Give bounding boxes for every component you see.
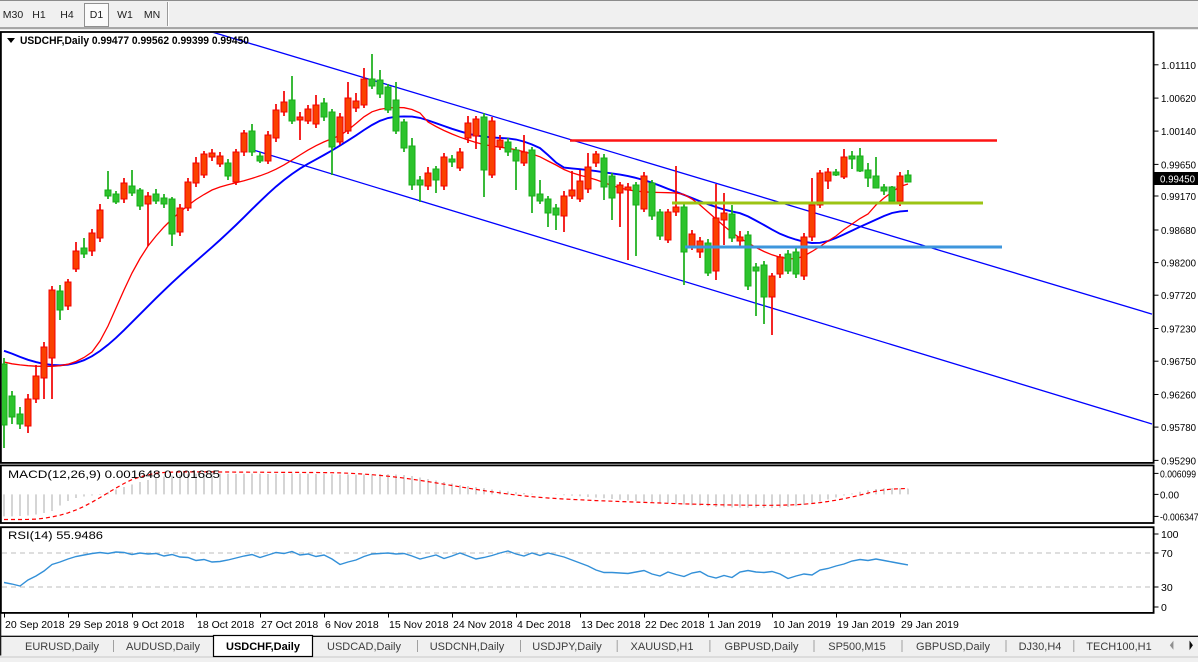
- svg-text:MACD(12,26,9) 0.001648 0.00168: MACD(12,26,9) 0.001648 0.001685: [8, 469, 220, 481]
- svg-text:20 Sep 2018: 20 Sep 2018: [5, 619, 65, 631]
- svg-text:0.98200: 0.98200: [1161, 258, 1196, 270]
- svg-text:0.97720: 0.97720: [1161, 290, 1196, 302]
- svg-text:29 Jan 2019: 29 Jan 2019: [901, 619, 959, 631]
- svg-text:USDCHF,Daily 0.99477 0.99562: USDCHF,Daily 0.99477 0.99562 0.99399 0.9…: [20, 35, 249, 47]
- svg-text:9 Oct 2018: 9 Oct 2018: [133, 619, 185, 631]
- svg-text:GBPUSD,Daily: GBPUSD,Daily: [916, 641, 990, 653]
- svg-text:TECH100,H1: TECH100,H1: [1086, 641, 1151, 653]
- svg-text:30: 30: [1161, 582, 1173, 594]
- svg-text:1 Jan 2019: 1 Jan 2019: [709, 619, 761, 631]
- svg-text:0.95290: 0.95290: [1161, 455, 1196, 467]
- svg-text:10 Jan 2019: 10 Jan 2019: [773, 619, 831, 631]
- svg-text:MN: MN: [144, 9, 160, 21]
- svg-text:USDCHF,Daily: USDCHF,Daily: [226, 641, 301, 653]
- svg-text:XAUUSD,H1: XAUUSD,H1: [631, 641, 694, 653]
- svg-text:0.006099: 0.006099: [1160, 468, 1196, 480]
- svg-text:0.99650: 0.99650: [1161, 159, 1196, 171]
- svg-text:USDCNH,Daily: USDCNH,Daily: [430, 641, 505, 653]
- svg-text:0.99450: 0.99450: [1160, 174, 1195, 186]
- svg-text:H1: H1: [32, 9, 46, 21]
- svg-text:GBPUSD,Daily: GBPUSD,Daily: [725, 641, 799, 653]
- svg-text:13 Dec 2018: 13 Dec 2018: [581, 619, 641, 631]
- svg-text:4 Dec 2018: 4 Dec 2018: [517, 619, 571, 631]
- svg-text:0.98680: 0.98680: [1161, 225, 1196, 237]
- svg-text:0.99170: 0.99170: [1161, 191, 1196, 203]
- svg-text:0: 0: [1161, 602, 1167, 614]
- svg-text:DJ30,H4: DJ30,H4: [1019, 641, 1062, 653]
- svg-text:1.00620: 1.00620: [1161, 93, 1196, 105]
- svg-text:24 Nov 2018: 24 Nov 2018: [453, 619, 513, 631]
- svg-text:0.96260: 0.96260: [1161, 390, 1196, 402]
- svg-text:27 Oct 2018: 27 Oct 2018: [261, 619, 318, 631]
- svg-text:0.95780: 0.95780: [1161, 422, 1196, 434]
- svg-text:M30: M30: [3, 9, 24, 21]
- svg-text:29 Sep 2018: 29 Sep 2018: [69, 619, 129, 631]
- svg-text:15 Nov 2018: 15 Nov 2018: [389, 619, 449, 631]
- svg-text:70: 70: [1161, 548, 1173, 560]
- svg-text:1.00140: 1.00140: [1161, 126, 1196, 138]
- svg-text:D1: D1: [90, 9, 104, 21]
- svg-text:1.01110: 1.01110: [1161, 60, 1196, 72]
- svg-text:W1: W1: [117, 9, 133, 21]
- svg-text:18 Oct 2018: 18 Oct 2018: [197, 619, 254, 631]
- svg-text:EURUSD,Daily: EURUSD,Daily: [25, 641, 99, 653]
- svg-text:0.96750: 0.96750: [1161, 356, 1196, 368]
- svg-text:USDCAD,Daily: USDCAD,Daily: [327, 641, 401, 653]
- svg-text:RSI(14) 55.9486: RSI(14) 55.9486: [8, 530, 103, 542]
- svg-text:USDJPY,Daily: USDJPY,Daily: [532, 641, 602, 653]
- svg-text:SP500,M15: SP500,M15: [828, 641, 885, 653]
- svg-text:6 Nov 2018: 6 Nov 2018: [325, 619, 379, 631]
- svg-text:-0.006347: -0.006347: [1160, 511, 1198, 523]
- svg-text:19 Jan 2019: 19 Jan 2019: [837, 619, 895, 631]
- svg-text:0.97230: 0.97230: [1161, 324, 1196, 336]
- svg-text:0.00: 0.00: [1160, 489, 1179, 501]
- svg-text:100: 100: [1161, 529, 1179, 541]
- svg-text:22 Dec 2018: 22 Dec 2018: [645, 619, 705, 631]
- svg-text:H4: H4: [60, 9, 74, 21]
- svg-text:AUDUSD,Daily: AUDUSD,Daily: [126, 641, 200, 653]
